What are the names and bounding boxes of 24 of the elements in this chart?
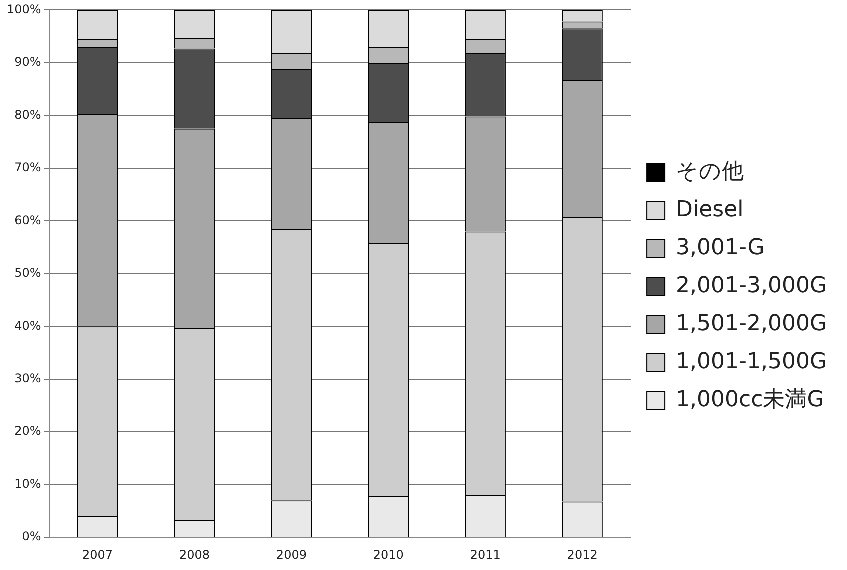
x-tick-label: 2011	[470, 548, 501, 562]
legend-label: Diesel	[676, 198, 744, 223]
legend-label: 3,001-G	[676, 236, 765, 261]
y-tick-label: 100%	[6, 2, 42, 16]
legend-label: 1,001-1,500G	[676, 350, 828, 375]
y-tick-label: 90%	[14, 55, 42, 70]
y-tick-label: 40%	[14, 318, 42, 333]
y-tick-label: 70%	[14, 160, 42, 175]
x-tick-label: 2012	[567, 548, 598, 562]
y-tick-label: 50%	[14, 266, 42, 280]
y-tick-label: 80%	[14, 108, 42, 122]
y-tick-label: 60%	[14, 213, 42, 228]
legend-label: 1,000cc未満G	[676, 388, 824, 413]
x-tick-label: 2007	[82, 548, 114, 562]
y-tick-label: 10%	[14, 476, 42, 491]
legend-label: 2,001-3,000G	[676, 274, 828, 299]
y-tick-label: 30%	[14, 372, 42, 386]
y-tick-label: 20%	[14, 424, 42, 438]
legend-label: 1,501-2,000G	[676, 312, 828, 337]
x-tick-label: 2008	[179, 548, 210, 562]
legend-label: その他	[676, 160, 744, 185]
x-tick-label: 2009	[276, 548, 307, 562]
y-tick-label: 0%	[22, 530, 42, 544]
x-tick-label: 2010	[373, 548, 404, 562]
